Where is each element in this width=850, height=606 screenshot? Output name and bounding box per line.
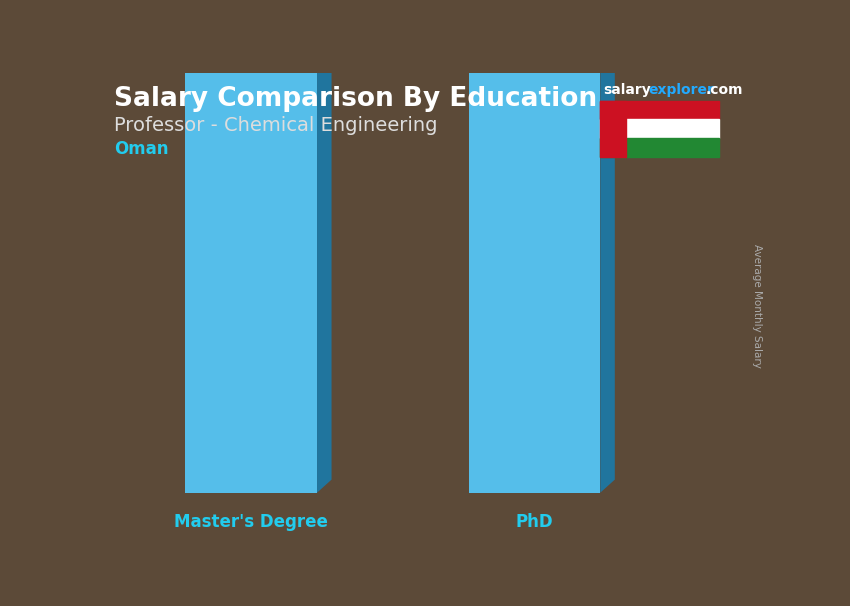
Bar	[600, 101, 626, 157]
Text: salary: salary	[604, 83, 651, 97]
Bar	[600, 101, 719, 119]
Polygon shape	[185, 0, 317, 493]
Text: .com: .com	[706, 83, 743, 97]
Polygon shape	[468, 0, 600, 493]
Text: Professor - Chemical Engineering: Professor - Chemical Engineering	[114, 116, 438, 135]
Text: Oman: Oman	[114, 141, 168, 158]
Text: PhD: PhD	[516, 513, 553, 531]
Polygon shape	[317, 0, 332, 493]
Text: Master's Degree: Master's Degree	[174, 513, 328, 531]
Bar	[600, 138, 719, 157]
Text: Salary Comparison By Education: Salary Comparison By Education	[114, 86, 598, 112]
Text: explorer: explorer	[649, 83, 714, 97]
Bar	[600, 101, 719, 157]
Polygon shape	[600, 0, 615, 493]
Text: Average Monthly Salary: Average Monthly Salary	[752, 244, 762, 368]
Bar	[600, 119, 719, 138]
